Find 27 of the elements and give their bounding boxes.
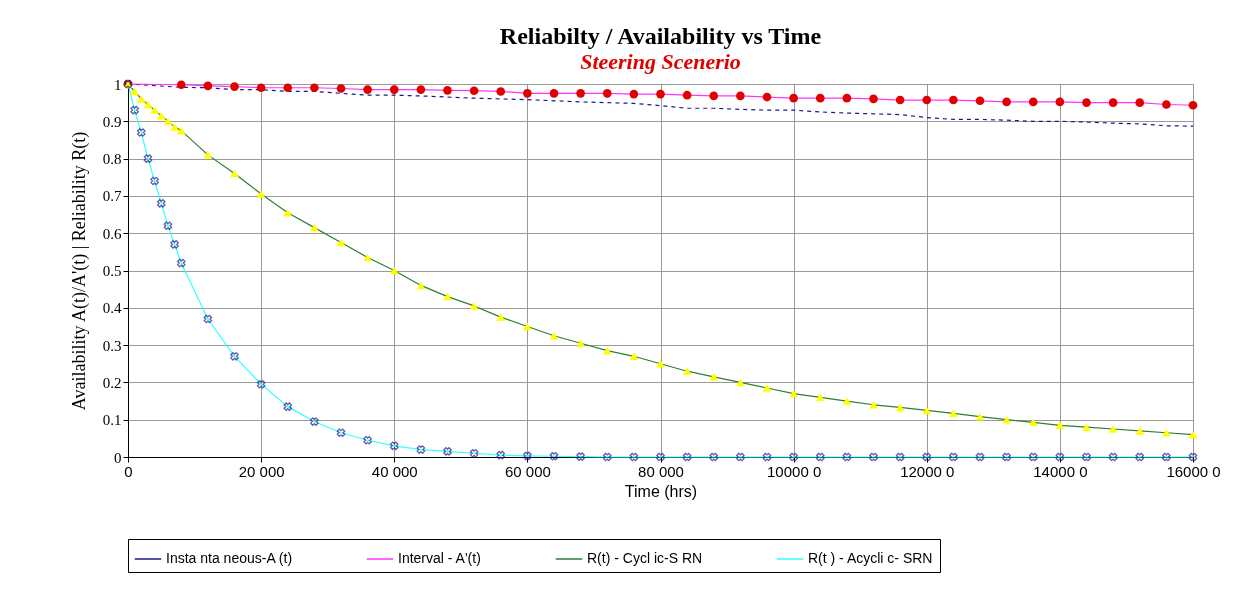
y-tick-label: 0.2 <box>102 374 122 391</box>
x-tick-label: 12000 0 <box>900 462 955 480</box>
y-tick-label: 0.7 <box>102 188 122 205</box>
y-axis-title: Availability A(t)/A'(t) | Reliability R(t) <box>68 131 90 411</box>
y-tick-label: 0.5 <box>102 263 122 279</box>
legend-label: Insta nta neous-A (t) <box>166 550 293 566</box>
legend-label: Interval - A'(t) <box>398 550 481 566</box>
y-tick-label: 0.4 <box>102 300 122 317</box>
legend-label: R(t ) - Acycli c- SRN <box>808 550 933 566</box>
x-tick-label: 14000 0 <box>1033 462 1088 480</box>
y-tick-label: 0.3 <box>102 337 122 354</box>
chart-title: Reliabilty / Availability vs Time <box>499 23 822 49</box>
legend-label: R(t) - Cycl ic-S RN <box>587 550 703 566</box>
x-tick-label: 60 000 <box>504 462 551 480</box>
chart-subtitle: Steering Scenerio <box>580 49 741 74</box>
y-tick-label: 0.9 <box>102 113 122 130</box>
x-tick-label: 16000 0 <box>1166 462 1221 480</box>
y-tick-label: 0.6 <box>102 225 122 242</box>
x-tick-label: 80 000 <box>638 462 684 480</box>
y-tick-label: 0 <box>114 449 122 466</box>
x-tick-label: 20 000 <box>238 462 285 480</box>
x-tick-label: 10000 0 <box>767 462 822 480</box>
y-tick-label: 0.1 <box>102 412 122 429</box>
y-tick-label: 0.8 <box>102 151 122 168</box>
y-tick-label: 1 <box>114 76 122 93</box>
x-axis-title: Time (hrs) <box>624 482 698 500</box>
x-tick-label: 40 000 <box>371 462 418 480</box>
